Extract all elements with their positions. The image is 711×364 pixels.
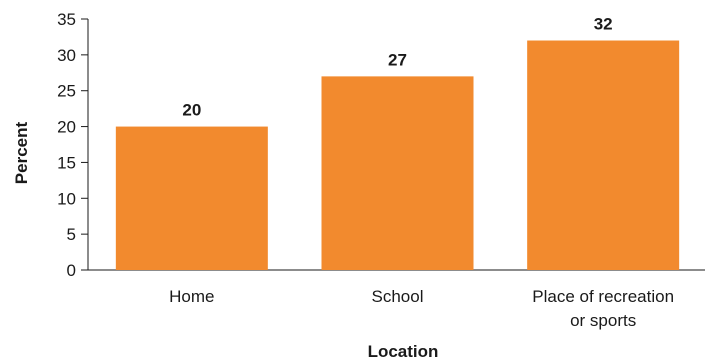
x-category-label-line: Place of recreation (532, 287, 674, 306)
y-tick-label: 20 (57, 118, 76, 137)
x-axis: Home School Place of recreation or sports (88, 269, 705, 330)
y-tick-label: 25 (57, 82, 76, 101)
x-category-label: Home (169, 287, 214, 306)
value-labels-group: 20 27 32 (182, 15, 612, 120)
y-tick-label: 35 (57, 10, 76, 29)
y-tick-label: 15 (57, 153, 76, 172)
x-category-label: Place of recreation or sports (532, 287, 674, 330)
bar (115, 126, 268, 270)
bar (321, 76, 474, 270)
x-category-label-line: Home (169, 287, 214, 306)
y-axis-title: Percent (12, 121, 31, 184)
y-tick-label: 0 (67, 261, 76, 280)
x-axis-title: Location (368, 342, 439, 361)
y-tick-label: 30 (57, 46, 76, 65)
y-tick-label: 5 (67, 225, 76, 244)
bar-value-label: 32 (594, 15, 613, 34)
bars-group (115, 40, 680, 271)
y-axis: 0 5 10 15 20 25 30 35 (57, 10, 89, 280)
y-tick-label: 10 (57, 189, 76, 208)
x-category-label: School (372, 287, 424, 306)
x-category-label-line: School (372, 287, 424, 306)
bar-value-label: 27 (388, 50, 407, 69)
bar (527, 40, 680, 271)
x-category-label-line: or sports (570, 311, 636, 330)
bar-value-label: 20 (182, 101, 201, 120)
